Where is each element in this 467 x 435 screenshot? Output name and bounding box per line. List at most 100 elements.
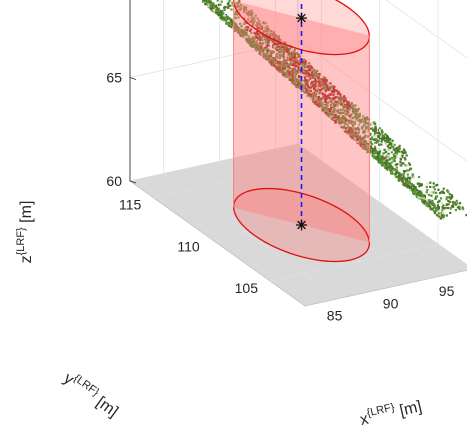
cloud-point bbox=[385, 160, 388, 163]
cloud-point bbox=[279, 38, 282, 41]
cloud-point bbox=[251, 38, 254, 42]
cloud-point bbox=[328, 100, 331, 103]
cloud-point bbox=[307, 79, 310, 82]
cloud-point bbox=[274, 47, 277, 50]
cloud-point bbox=[370, 122, 373, 125]
cloud-point bbox=[395, 152, 398, 155]
cloud-point bbox=[339, 108, 342, 111]
cloud-point bbox=[381, 132, 384, 135]
cloud-point bbox=[287, 63, 291, 66]
cloud-point bbox=[455, 199, 458, 202]
cloud-point bbox=[404, 164, 407, 167]
cloud-point bbox=[237, 31, 240, 34]
cloud-point bbox=[260, 27, 263, 30]
cloud-point bbox=[351, 110, 354, 113]
cloud-point bbox=[430, 207, 433, 210]
cloud-point bbox=[295, 78, 298, 81]
cloud-point bbox=[377, 131, 381, 135]
cloud-point bbox=[273, 61, 277, 64]
cloud-point bbox=[441, 209, 444, 212]
cloud-point bbox=[264, 43, 267, 46]
cloud-point bbox=[393, 148, 396, 151]
cloud-point bbox=[442, 187, 445, 190]
cloud-point bbox=[274, 42, 277, 45]
cloud-point bbox=[307, 65, 310, 68]
cloud-point bbox=[385, 141, 388, 144]
cloud-point bbox=[417, 192, 420, 195]
cloud-point bbox=[247, 12, 250, 15]
x-axis-label: x{LRF} [m] bbox=[358, 395, 424, 429]
cloud-point bbox=[283, 67, 287, 70]
cloud-point bbox=[293, 67, 296, 70]
cloud-point bbox=[234, 17, 237, 20]
cloud-point bbox=[223, 19, 227, 22]
cloud-point bbox=[335, 109, 338, 112]
cloud-point bbox=[309, 98, 312, 101]
cloud-point bbox=[446, 206, 449, 210]
cloud-point bbox=[304, 65, 307, 69]
cloud-point bbox=[363, 129, 366, 133]
cloud-point bbox=[284, 71, 287, 74]
cloud-point bbox=[220, 12, 223, 15]
cloud-point bbox=[339, 97, 343, 100]
cloud-point bbox=[362, 120, 365, 123]
cloud-point bbox=[254, 14, 257, 17]
cloud-point bbox=[358, 116, 361, 120]
cloud-point bbox=[456, 206, 459, 209]
cloud-point bbox=[202, 0, 205, 1]
cloud-point bbox=[340, 124, 343, 127]
cloud-point bbox=[273, 45, 276, 48]
cloud-point bbox=[298, 69, 302, 72]
cloud-point bbox=[448, 193, 451, 196]
cloud-point bbox=[393, 174, 397, 177]
cloud-point bbox=[309, 69, 312, 72]
cloud-point bbox=[363, 136, 366, 139]
cloud-point bbox=[281, 72, 284, 75]
cloud-point bbox=[338, 97, 341, 100]
cloud-point bbox=[462, 207, 465, 210]
cloud-point bbox=[272, 63, 275, 66]
cloud-point bbox=[323, 96, 326, 99]
cloud-point bbox=[216, 8, 219, 11]
cloud-point bbox=[250, 9, 253, 12]
cloud-point bbox=[429, 191, 432, 194]
cloud-point bbox=[381, 155, 384, 158]
y-tick-label: 105 bbox=[235, 280, 259, 296]
cloud-point bbox=[391, 167, 394, 170]
cloud-point bbox=[308, 74, 312, 77]
cloud-point bbox=[272, 31, 275, 34]
cloud-point bbox=[220, 10, 223, 13]
cloud-point bbox=[376, 157, 379, 160]
cloud-point bbox=[323, 111, 326, 114]
cloud-point bbox=[387, 140, 390, 143]
cloud-point bbox=[308, 68, 311, 71]
cloud-point bbox=[270, 36, 273, 39]
cloud-point bbox=[228, 0, 231, 2]
cloud-point bbox=[271, 39, 274, 42]
cloud-point bbox=[402, 170, 406, 173]
cloud-point bbox=[384, 139, 387, 142]
cloud-point bbox=[437, 207, 440, 210]
cloud-point bbox=[312, 71, 315, 74]
grid-line-z bbox=[385, 0, 467, 59]
cloud-point bbox=[417, 193, 420, 196]
cloud-point bbox=[389, 172, 393, 175]
cloud-point bbox=[241, 22, 244, 25]
cloud-point bbox=[314, 89, 317, 92]
cloud-point bbox=[292, 60, 295, 63]
cloud-point bbox=[337, 90, 340, 94]
cloud-point bbox=[400, 162, 404, 165]
cloud-point bbox=[293, 79, 297, 82]
cloud-point bbox=[251, 45, 254, 48]
cloud-point bbox=[331, 98, 334, 101]
cloud-point bbox=[378, 150, 382, 153]
cloud-point bbox=[287, 65, 290, 68]
cloud-point bbox=[256, 17, 259, 20]
cloud-point bbox=[348, 108, 351, 111]
cloud-point bbox=[357, 131, 360, 134]
cloud-point bbox=[248, 35, 251, 39]
cloud-point bbox=[279, 40, 282, 43]
cloud-point bbox=[393, 145, 396, 149]
cloud-point bbox=[392, 153, 395, 156]
cloud-point bbox=[267, 30, 270, 33]
